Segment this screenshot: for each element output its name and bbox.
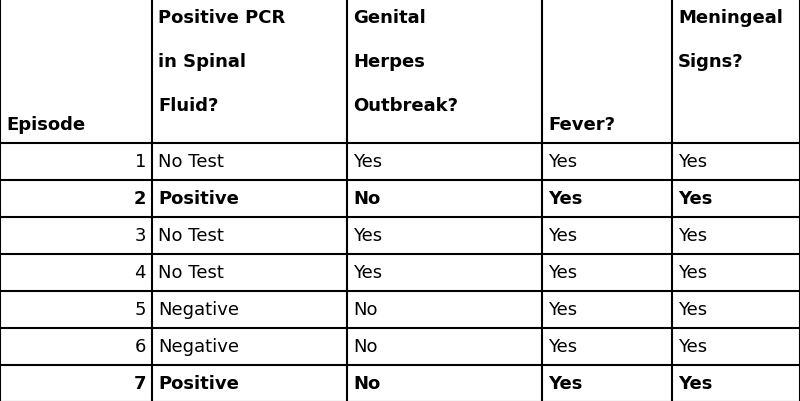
- Text: Yes: Yes: [548, 375, 582, 393]
- Text: Yes: Yes: [548, 190, 582, 208]
- Text: Yes: Yes: [678, 301, 707, 319]
- Text: Yes: Yes: [678, 338, 707, 356]
- Text: 5: 5: [134, 301, 146, 319]
- Text: Yes: Yes: [548, 301, 577, 319]
- Text: in Spinal: in Spinal: [158, 53, 246, 71]
- Text: No Test: No Test: [158, 264, 224, 282]
- Text: Genital: Genital: [353, 9, 426, 27]
- Text: 1: 1: [134, 153, 146, 171]
- Text: No: No: [353, 375, 380, 393]
- Text: Negative: Negative: [158, 338, 239, 356]
- Text: Meningeal: Meningeal: [678, 9, 783, 27]
- Text: Episode: Episode: [6, 116, 85, 134]
- Text: Yes: Yes: [548, 338, 577, 356]
- Text: Yes: Yes: [548, 264, 577, 282]
- Text: No: No: [353, 190, 380, 208]
- Text: Yes: Yes: [678, 375, 712, 393]
- Text: No: No: [353, 338, 378, 356]
- Text: Positive PCR: Positive PCR: [158, 9, 286, 27]
- Text: Yes: Yes: [353, 153, 382, 171]
- Text: Herpes: Herpes: [353, 53, 425, 71]
- Text: Negative: Negative: [158, 301, 239, 319]
- Text: 4: 4: [134, 264, 146, 282]
- Text: Yes: Yes: [353, 264, 382, 282]
- Text: Yes: Yes: [548, 153, 577, 171]
- Text: Yes: Yes: [678, 190, 712, 208]
- Text: Yes: Yes: [678, 227, 707, 245]
- Text: 3: 3: [134, 227, 146, 245]
- Text: No: No: [353, 301, 378, 319]
- Text: 7: 7: [134, 375, 146, 393]
- Text: No Test: No Test: [158, 227, 224, 245]
- Text: Yes: Yes: [353, 227, 382, 245]
- Text: 2: 2: [134, 190, 146, 208]
- Text: Outbreak?: Outbreak?: [353, 97, 458, 115]
- Text: Positive: Positive: [158, 190, 239, 208]
- Text: Signs?: Signs?: [678, 53, 744, 71]
- Text: Yes: Yes: [548, 227, 577, 245]
- Text: Fluid?: Fluid?: [158, 97, 218, 115]
- Text: Positive: Positive: [158, 375, 239, 393]
- Text: Yes: Yes: [678, 153, 707, 171]
- Text: Yes: Yes: [678, 264, 707, 282]
- Text: 6: 6: [134, 338, 146, 356]
- Text: No Test: No Test: [158, 153, 224, 171]
- Text: Fever?: Fever?: [548, 116, 615, 134]
